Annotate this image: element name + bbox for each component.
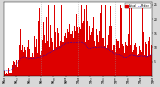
Legend: Actual, Median: Actual, Median xyxy=(125,3,151,8)
